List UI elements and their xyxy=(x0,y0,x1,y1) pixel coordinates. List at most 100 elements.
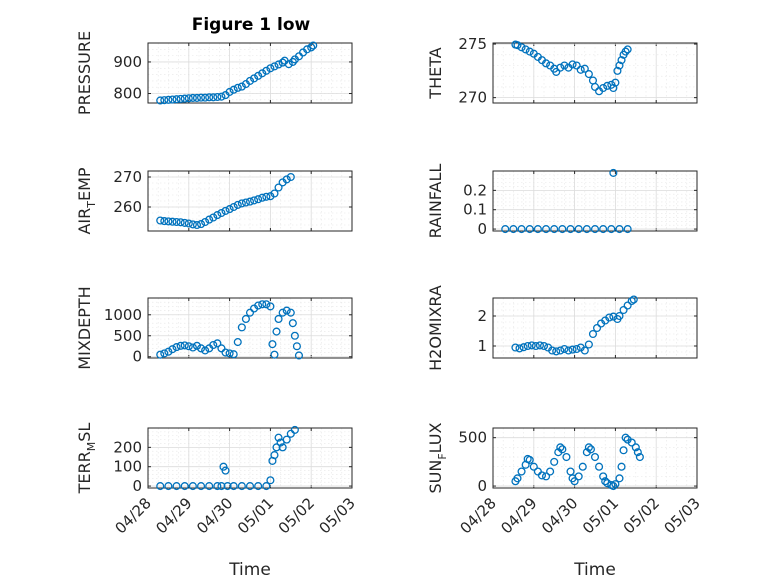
data-point xyxy=(225,349,234,358)
data-point xyxy=(270,189,279,198)
data-point xyxy=(237,323,246,332)
data-point xyxy=(568,345,577,354)
data-point xyxy=(556,63,565,72)
subplot-theta: 270 275 THETA xyxy=(426,35,698,107)
data-point xyxy=(611,78,620,87)
data-point xyxy=(556,443,565,452)
data-point xyxy=(572,344,581,354)
subplot-sun-flux: 0 500 SUNFLUX 04/2804/2904/3005/0105/0205/0… xyxy=(426,422,704,580)
data-point xyxy=(592,323,602,333)
data-point xyxy=(221,348,230,357)
figure-title: Figure 1 low xyxy=(192,15,311,35)
data-point xyxy=(292,342,301,351)
data-point xyxy=(629,295,638,304)
data-point xyxy=(558,225,567,234)
data-point xyxy=(270,350,279,359)
data-point xyxy=(566,225,575,234)
data-point xyxy=(213,92,222,102)
data-point xyxy=(272,443,281,452)
data-point xyxy=(558,445,567,454)
subplot-mixdepth: 0 500 1000 MIXDEPTH xyxy=(75,286,353,370)
data-point xyxy=(509,225,518,234)
y-tick-label: 0 xyxy=(132,348,142,366)
data-point xyxy=(513,41,522,50)
data-point xyxy=(219,462,228,471)
data-point xyxy=(245,76,255,85)
data-point xyxy=(266,64,275,73)
data-point xyxy=(221,466,230,475)
data-point xyxy=(237,82,246,91)
data-point xyxy=(229,202,238,212)
data-point xyxy=(574,472,583,481)
data-point xyxy=(623,225,632,234)
data-point xyxy=(196,93,206,102)
data-point xyxy=(270,62,279,71)
y-tick-label: 0.1 xyxy=(463,201,487,219)
data-point xyxy=(213,482,222,491)
data-point xyxy=(188,220,197,229)
data-point xyxy=(525,455,534,464)
data-point xyxy=(599,472,608,481)
y-axis-label: AIRTEMP xyxy=(75,167,98,234)
y-tick-label: 100 xyxy=(113,458,142,476)
subplot-rainfall: 00.1 0.2 RAINFALL xyxy=(426,164,698,238)
data-point xyxy=(515,344,524,353)
data-point xyxy=(268,340,277,349)
data-point xyxy=(172,95,181,104)
data-point xyxy=(533,225,542,234)
plot-frame xyxy=(147,297,353,359)
y-axis-label: TERRMSL xyxy=(75,423,98,495)
y-tick-label: 900 xyxy=(113,53,142,71)
data-point xyxy=(578,462,587,471)
data-point xyxy=(537,471,547,480)
data-point xyxy=(196,482,206,491)
data-point xyxy=(517,225,526,234)
data-point xyxy=(176,94,185,103)
data-point xyxy=(599,225,608,234)
data-point xyxy=(615,225,624,234)
data-point xyxy=(635,452,644,462)
x-tick-label: 05/03 xyxy=(661,494,704,537)
x-tick-label: 04/29 xyxy=(152,494,195,537)
data-point xyxy=(615,474,624,483)
y-tick-label: 2 xyxy=(477,307,487,325)
data-point xyxy=(584,340,593,349)
data-point xyxy=(562,452,571,462)
plot-area xyxy=(492,170,698,232)
data-point xyxy=(609,482,618,491)
data-point xyxy=(525,225,534,234)
data-point xyxy=(599,83,608,93)
data-point xyxy=(546,467,555,476)
data-point xyxy=(254,301,263,310)
y-axis-label: PRESSURE xyxy=(75,31,94,115)
y-tick-label: 1 xyxy=(477,337,487,355)
data-point xyxy=(160,217,169,226)
data-point xyxy=(229,85,238,94)
data-point xyxy=(262,300,271,309)
plot-frame xyxy=(492,427,698,489)
data-point xyxy=(631,443,640,452)
y-axis-label: H2OMIXRA xyxy=(426,285,445,371)
plot-frame xyxy=(147,427,353,489)
data-point xyxy=(282,306,291,315)
data-point xyxy=(527,341,536,350)
data-point xyxy=(160,349,169,358)
data-point xyxy=(201,93,210,102)
data-point xyxy=(156,350,165,359)
y-tick-label: 1000 xyxy=(104,306,142,324)
data-point xyxy=(266,302,275,311)
data-point xyxy=(213,339,222,348)
data-point xyxy=(205,215,214,224)
data-point xyxy=(290,331,299,340)
plot-frame xyxy=(147,42,353,104)
data-point xyxy=(535,341,544,350)
data-point xyxy=(595,462,604,471)
data-point xyxy=(274,183,283,192)
data-point xyxy=(529,462,538,471)
data-point xyxy=(570,477,579,486)
data-point xyxy=(192,341,202,350)
data-point xyxy=(245,482,255,491)
data-point xyxy=(574,225,583,234)
y-tick-label: 0 xyxy=(477,220,487,238)
